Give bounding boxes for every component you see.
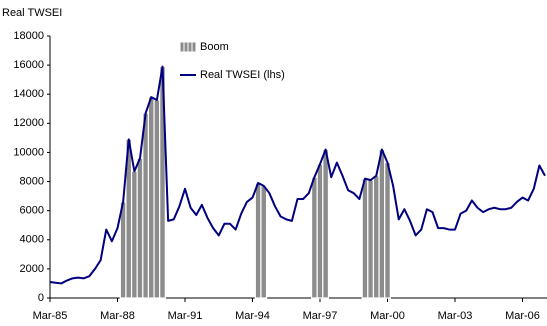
boom-bar — [147, 96, 155, 299]
y-tick-label: 14000 — [13, 88, 44, 100]
boom-bar — [153, 99, 161, 299]
y-tick-label: 16000 — [13, 59, 44, 71]
y-tick-label: 2000 — [20, 263, 44, 275]
boom-bar — [378, 148, 386, 299]
x-tick-label: Mar-06 — [505, 310, 540, 322]
x-tick-label: Mar-03 — [438, 310, 473, 322]
x-tick-label: Mar-00 — [370, 310, 405, 322]
boom-bar — [361, 178, 369, 299]
x-tick-label: Mar-94 — [235, 310, 270, 322]
y-tick-label: 10000 — [13, 146, 44, 158]
boom-bar — [136, 157, 144, 299]
x-tick-label: Mar-91 — [168, 310, 203, 322]
y-axis-title: Real TWSEI — [2, 7, 62, 19]
boom-bar — [316, 163, 324, 299]
boom-bar — [119, 201, 127, 299]
x-tick-label: Mar-88 — [100, 310, 135, 322]
boom-bar — [322, 148, 330, 299]
x-tick-label: Mar-97 — [303, 310, 338, 322]
boom-bar — [367, 179, 375, 299]
series-line — [49, 65, 546, 285]
boom-bar — [260, 185, 268, 299]
legend-label: Real TWSEI (lhs) — [200, 69, 285, 81]
y-tick-label: 6000 — [20, 205, 44, 217]
y-tick-label: 0 — [38, 292, 44, 304]
y-tick-label: 18000 — [13, 30, 44, 42]
boom-bar — [384, 162, 391, 299]
legend-label: Boom — [200, 41, 229, 53]
boom-bar — [372, 175, 380, 299]
boom-bar — [130, 170, 138, 299]
x-tick-label: Mar-85 — [33, 310, 68, 322]
boom-bar — [254, 182, 262, 299]
y-tick-label: 4000 — [20, 234, 44, 246]
y-tick-label: 8000 — [20, 175, 44, 187]
boom-bar — [310, 176, 318, 299]
y-tick-label: 12000 — [13, 117, 44, 129]
boom-bar — [142, 112, 150, 299]
